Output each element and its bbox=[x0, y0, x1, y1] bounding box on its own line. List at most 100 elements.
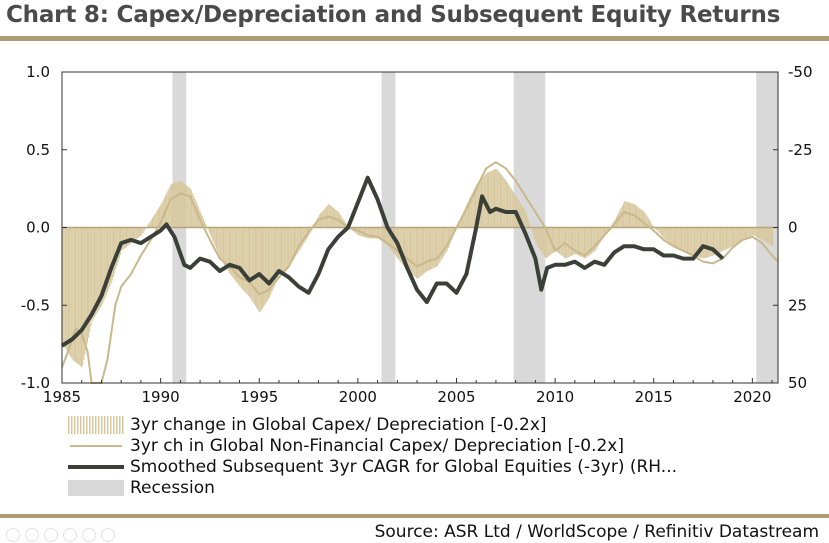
capex-bar bbox=[528, 220, 530, 228]
capex-bar bbox=[71, 227, 73, 360]
capex-bar bbox=[167, 190, 169, 228]
legend: 3yr change in Global Capex/ Depreciation… bbox=[68, 414, 788, 498]
capex-bar bbox=[413, 227, 415, 277]
capex-bar bbox=[544, 227, 546, 258]
capex-bar bbox=[622, 203, 625, 228]
capex-bar bbox=[692, 227, 694, 256]
capex-bar bbox=[401, 227, 403, 265]
capex-bar bbox=[693, 227, 696, 256]
capex-bar bbox=[204, 221, 206, 228]
capex-bar bbox=[441, 227, 443, 259]
capex-bar bbox=[254, 227, 257, 307]
capex-bar bbox=[285, 227, 287, 269]
capex-bar bbox=[106, 227, 109, 293]
capex-bar bbox=[104, 227, 106, 298]
capex-bar bbox=[486, 172, 488, 228]
capex-bar bbox=[497, 170, 499, 228]
capex-bar bbox=[80, 227, 83, 367]
capex-bar bbox=[366, 227, 368, 238]
capex-bar bbox=[63, 227, 65, 346]
capex-bar bbox=[364, 227, 367, 238]
nav-forward-icon[interactable] bbox=[25, 528, 39, 542]
capex-bar bbox=[290, 227, 292, 264]
capex-bar bbox=[568, 227, 570, 257]
capex-bar bbox=[123, 227, 125, 249]
zoom-icon[interactable] bbox=[82, 528, 96, 542]
capex-bar bbox=[211, 227, 213, 239]
capex-bar bbox=[691, 227, 693, 255]
capex-bar bbox=[656, 227, 658, 231]
capex-bar bbox=[296, 227, 298, 255]
capex-bar bbox=[234, 227, 236, 281]
capex-bar bbox=[493, 169, 496, 228]
capex-bar bbox=[84, 227, 86, 355]
capex-bar bbox=[316, 219, 318, 228]
capex-bar bbox=[379, 227, 381, 240]
capex-bar bbox=[289, 227, 291, 266]
capex-bar bbox=[426, 227, 428, 272]
capex-bar bbox=[103, 227, 105, 301]
capex-bar bbox=[382, 227, 384, 243]
capex-bar bbox=[711, 227, 713, 256]
capex-bar bbox=[696, 227, 698, 257]
capex-bar bbox=[727, 227, 729, 249]
capex-bar bbox=[392, 227, 394, 253]
capex-bar bbox=[101, 227, 103, 306]
capex-bar bbox=[767, 227, 769, 244]
capex-bar bbox=[134, 227, 136, 241]
capex-bar bbox=[492, 169, 494, 228]
capex-bar bbox=[512, 192, 515, 228]
capex-bar bbox=[219, 227, 221, 258]
capex-bar bbox=[630, 202, 632, 228]
capex-bar bbox=[270, 227, 272, 295]
capex-bar bbox=[77, 227, 79, 365]
legend-item-recession: Recession bbox=[68, 477, 788, 498]
legend-swatch-bars bbox=[68, 415, 124, 434]
pen-icon[interactable] bbox=[44, 528, 58, 542]
capex-bar bbox=[594, 227, 596, 251]
capex-bar bbox=[772, 227, 774, 247]
capex-bar bbox=[201, 215, 203, 228]
capex-bar bbox=[224, 227, 226, 266]
capex-bar bbox=[150, 219, 152, 228]
capex-bar bbox=[621, 205, 623, 228]
capex-bar bbox=[560, 227, 562, 255]
capex-bar bbox=[561, 227, 563, 256]
capex-bar bbox=[237, 227, 239, 284]
more-icon[interactable] bbox=[101, 528, 115, 542]
capex-bar bbox=[602, 227, 604, 238]
capex-bar bbox=[64, 227, 66, 348]
capex-bar bbox=[376, 227, 378, 239]
capex-bar bbox=[231, 227, 233, 277]
capex-bar bbox=[109, 227, 111, 287]
capex-bar bbox=[142, 227, 144, 233]
x-tick-label: 2015 bbox=[635, 388, 673, 406]
capex-bar bbox=[592, 227, 594, 253]
y-right-tick-label: 0 bbox=[788, 219, 798, 237]
capex-bar bbox=[448, 227, 451, 246]
capex-bar bbox=[73, 227, 75, 362]
y-left-tick-label: -0.5 bbox=[21, 296, 50, 314]
capex-bar bbox=[706, 227, 709, 258]
capex-bar bbox=[83, 227, 85, 360]
nav-back-icon[interactable] bbox=[6, 528, 20, 542]
capex-bar bbox=[660, 227, 662, 236]
capex-bar bbox=[214, 227, 216, 247]
capex-bar bbox=[690, 227, 692, 255]
capex-bar bbox=[127, 227, 129, 247]
capex-bar bbox=[605, 227, 607, 235]
capex-bar bbox=[446, 227, 448, 251]
capex-bar bbox=[570, 227, 572, 256]
capex-bar bbox=[169, 185, 171, 228]
capex-bar bbox=[78, 227, 80, 365]
capex-bar bbox=[411, 227, 413, 275]
capex-bar bbox=[606, 227, 608, 233]
capex-bar bbox=[740, 227, 742, 242]
copy-icon[interactable] bbox=[63, 528, 77, 542]
x-tick-label: 2020 bbox=[733, 388, 771, 406]
capex-bar bbox=[543, 227, 545, 257]
capex-bar bbox=[302, 227, 304, 246]
legend-item-thin-line: 3yr ch in Global Non-Financial Capex/ De… bbox=[68, 435, 788, 456]
legend-item-thick-line: Smoothed Subsequent 3yr CAGR for Global … bbox=[68, 456, 788, 477]
capex-bar bbox=[658, 227, 660, 233]
